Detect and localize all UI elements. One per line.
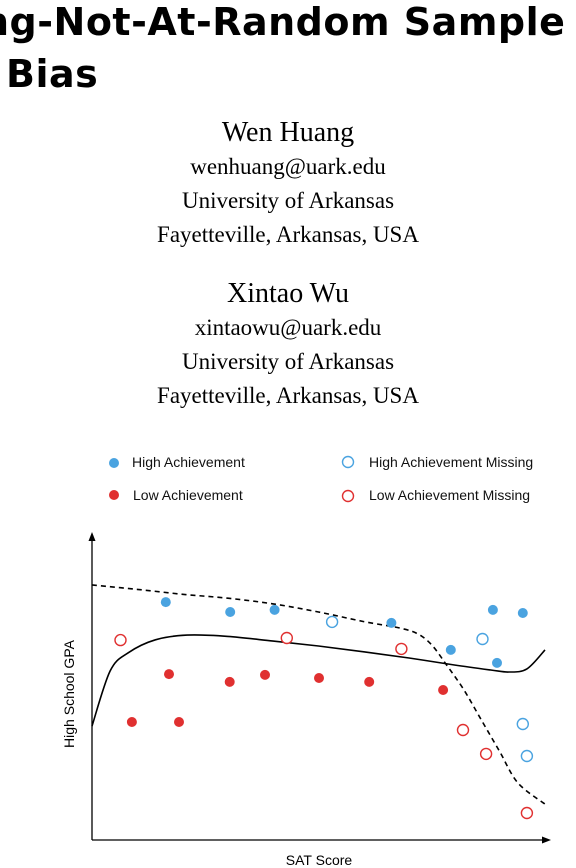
paper-title: ng-Not-At-Random Sample Bias (0, 0, 576, 100)
legend-marker-high (109, 458, 119, 468)
point-low (126, 717, 137, 727)
axes: SAT Score High School GPA (61, 532, 551, 868)
legend-marker-high-missing (341, 455, 355, 469)
point-low (364, 676, 375, 687)
dashed-curve (91, 584, 546, 805)
legend-label-low-missing: Low Achievement Missing (369, 487, 530, 503)
author-email: xintaowu@uark.edu (194, 315, 382, 340)
data-points (114, 597, 534, 820)
point-high (445, 644, 456, 655)
point-high-missing (516, 717, 529, 731)
author-location: Fayetteville, Arkansas, USA (157, 383, 419, 408)
point-low-missing (520, 806, 534, 820)
x-axis-arrow (542, 836, 551, 844)
point-low (164, 669, 174, 680)
point-low (314, 673, 324, 683)
point-low-missing (114, 633, 127, 647)
author-affiliation: University of Arkansas (181, 188, 395, 213)
author-email: wenhuang@uark.edu (190, 154, 386, 179)
title-line-1: ng-Not-At-Random Sample (0, 0, 566, 44)
title-line-2: Bias (6, 52, 99, 96)
point-low (174, 717, 184, 727)
point-high (269, 604, 280, 615)
point-high-missing (520, 749, 534, 763)
point-high (487, 604, 498, 615)
point-low (438, 685, 449, 695)
author-location: Fayetteville, Arkansas, USA (157, 222, 419, 247)
legend-marker-low-missing (341, 489, 355, 503)
legend-marker-low (109, 490, 119, 500)
y-axis-arrow (88, 532, 96, 541)
author-affiliation: University of Arkansas (181, 349, 395, 374)
point-low (260, 669, 270, 680)
point-high (492, 657, 502, 668)
author-block-2: Xintao Wu xintaowu@uark.edu University o… (0, 277, 576, 413)
legend-label-low: Low Achievement (133, 487, 243, 503)
point-high (386, 617, 397, 628)
legend-label-high-missing: High Achievement Missing (369, 454, 533, 470)
x-axis-label: SAT Score (286, 852, 353, 868)
y-axis-label: High School GPA (61, 639, 77, 748)
point-high (160, 597, 171, 608)
point-low (224, 676, 235, 687)
point-high-missing (476, 632, 489, 646)
point-high-missing (325, 615, 339, 629)
author-name: Wen Huang (221, 117, 355, 148)
curves (91, 584, 546, 805)
point-high (225, 607, 236, 617)
point-low-missing (395, 642, 408, 656)
author-block-1: Wen Huang wenhuang@uark.edu University o… (0, 116, 576, 252)
scatter-figure: High Achievement High Achievement Missin… (61, 454, 551, 868)
point-high (517, 608, 528, 618)
legend: High Achievement High Achievement Missin… (109, 454, 533, 503)
author-name: Xintao Wu (226, 278, 349, 309)
legend-label-high: High Achievement (132, 454, 245, 470)
point-low-missing (479, 747, 493, 761)
point-low-missing (456, 723, 470, 737)
solid-curve (91, 634, 546, 727)
point-low-missing (280, 631, 293, 645)
